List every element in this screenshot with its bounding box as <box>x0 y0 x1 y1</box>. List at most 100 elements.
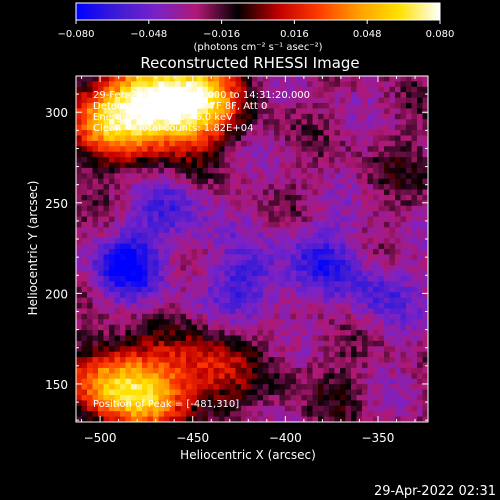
heatmap-cell <box>362 81 368 88</box>
heatmap-cell <box>378 232 385 239</box>
heatmap-cell <box>378 81 385 88</box>
heatmap-cell <box>411 340 418 347</box>
heatmap-cell <box>235 330 242 336</box>
heatmap-cell <box>230 357 236 363</box>
heatmap-cell <box>186 411 192 417</box>
heatmap-cell <box>340 103 346 109</box>
heatmap-cell <box>378 303 385 309</box>
heatmap-cell <box>81 400 88 407</box>
colorbar-tick-label: −0.016 <box>203 29 240 40</box>
heatmap-cell <box>389 92 396 99</box>
heatmap-cell <box>235 367 242 374</box>
heatmap-cell <box>389 286 396 293</box>
heatmap-cell <box>307 319 313 326</box>
heatmap-cell <box>296 357 302 363</box>
heatmap-cell <box>136 384 143 390</box>
heatmap-cell <box>395 124 401 131</box>
heatmap-cell <box>279 400 286 407</box>
heatmap-cell <box>92 389 99 396</box>
heatmap-cell <box>164 146 170 153</box>
heatmap-cell <box>213 389 220 396</box>
heatmap-cell <box>120 157 126 163</box>
heatmap-cell <box>109 86 115 93</box>
heatmap-cell <box>417 167 423 174</box>
heatmap-cell <box>389 200 396 207</box>
heatmap-cell <box>345 378 352 385</box>
heatmap-cell <box>307 140 313 147</box>
heatmap-cell <box>345 216 352 223</box>
heatmap-cell <box>241 319 247 326</box>
heatmap-cell <box>400 103 407 109</box>
heatmap-cell <box>125 146 132 153</box>
heatmap-cell <box>186 367 192 374</box>
heatmap-cell <box>411 270 418 277</box>
colorbar-tick-label: 0.016 <box>280 29 309 40</box>
heatmap-cell <box>334 265 341 272</box>
heatmap-cell <box>114 292 121 299</box>
heatmap-cell <box>224 308 231 315</box>
heatmap-cell <box>186 135 192 142</box>
heatmap-cell <box>235 157 242 163</box>
heatmap-cell <box>120 81 126 88</box>
heatmap-cell <box>98 400 104 407</box>
heatmap-cell <box>142 227 148 234</box>
heatmap-cell <box>307 286 313 293</box>
heatmap-cell <box>252 113 258 120</box>
heatmap-cell <box>395 303 401 309</box>
heatmap-cell <box>307 270 313 277</box>
heatmap-cell <box>285 211 291 217</box>
heatmap-cell <box>296 227 302 234</box>
heatmap-cell <box>180 367 187 374</box>
heatmap-cell <box>312 221 319 228</box>
heatmap-cell <box>340 297 346 304</box>
heatmap-cell <box>164 416 170 423</box>
heatmap-cell <box>241 221 247 228</box>
heatmap-cell <box>230 335 236 342</box>
heatmap-cell <box>263 286 269 293</box>
heatmap-cell <box>318 297 324 304</box>
heatmap-cell <box>136 211 143 217</box>
heatmap-cell <box>329 92 335 99</box>
heatmap-cell <box>340 76 346 82</box>
heatmap-cell <box>395 297 401 304</box>
heatmap-cell <box>307 119 313 126</box>
heatmap-cell <box>175 254 181 261</box>
heatmap-cell <box>98 178 104 185</box>
heatmap-cell <box>158 367 165 374</box>
heatmap-cell <box>367 270 374 277</box>
heatmap-cell <box>318 254 324 261</box>
heatmap-cell <box>153 384 159 390</box>
heatmap-cell <box>114 303 121 309</box>
heatmap-cell <box>169 167 176 174</box>
heatmap-cell <box>378 335 385 342</box>
heatmap-cell <box>279 92 286 99</box>
heatmap-cell <box>340 405 346 412</box>
heatmap-cell <box>131 238 137 244</box>
heatmap-cell <box>197 330 203 336</box>
heatmap-cell <box>147 124 154 131</box>
heatmap-cell <box>345 238 352 244</box>
heatmap-cell <box>395 394 401 401</box>
heatmap-cell <box>312 400 319 407</box>
heatmap-cell <box>257 303 264 309</box>
heatmap-cell <box>164 200 170 207</box>
heatmap-cell <box>274 221 280 228</box>
heatmap-cell <box>274 319 280 326</box>
heatmap-cell <box>285 108 291 115</box>
heatmap-cell <box>312 151 319 158</box>
heatmap-cell <box>329 335 335 342</box>
heatmap-cell <box>98 292 104 299</box>
heatmap-cell <box>186 92 192 99</box>
heatmap-cell <box>268 108 275 115</box>
heatmap-cell <box>252 319 258 326</box>
heatmap-cell <box>169 249 176 255</box>
heatmap-cell <box>356 400 363 407</box>
heatmap-cell <box>125 265 132 272</box>
heatmap-cell <box>235 405 242 412</box>
heatmap-cell <box>279 303 286 309</box>
heatmap-cell <box>169 238 176 244</box>
heatmap-cell <box>263 221 269 228</box>
x-tick-label: −500 <box>84 431 117 445</box>
heatmap-cell <box>263 394 269 401</box>
heatmap-cell <box>400 340 407 347</box>
